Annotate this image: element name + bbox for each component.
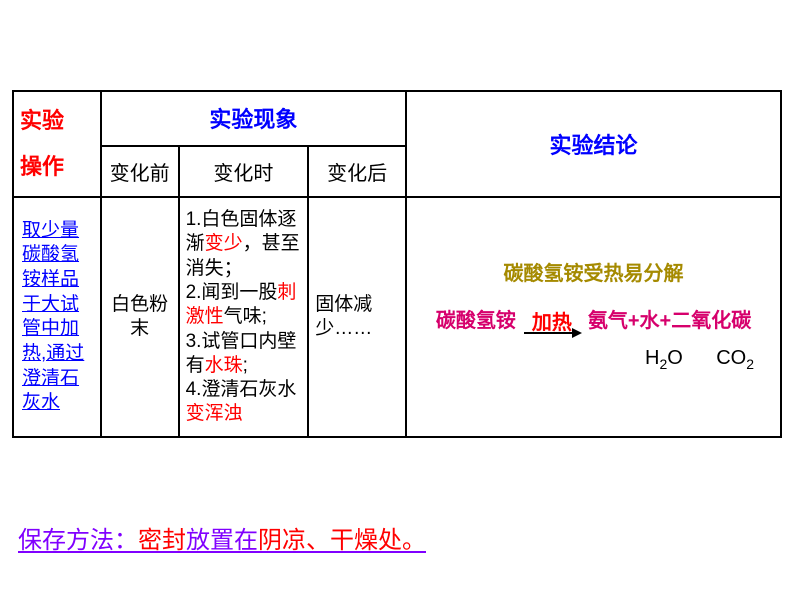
reaction-arrow: 加热 [524,309,580,334]
storage-note: 保存方法：密封放置在阴凉、干燥处。 [18,520,426,555]
hdr-after: 变化后 [308,146,406,197]
d3b: 水珠 [205,355,243,376]
cell-during: 1.白色固体逐渐变少，甚至消失； 2.闻到一股刺激性气味; 3.试管口内壁有水珠… [179,197,309,437]
storage-v3: 阴凉、干燥处。 [258,527,426,554]
d4a: 4.澄清石灰水 [186,379,297,400]
cell-conclusion: 碳酸氢铵受热易分解 碳酸氢铵 加热 氨气+水+二氧化碳 H2O CO2 [406,197,781,437]
equation-line: 碳酸氢铵 加热 氨气+水+二氧化碳 [413,307,774,336]
formula-line: H2O CO2 [413,344,774,374]
cell-operation: 取少量碳酸氢铵样品于大试管中加热,通过澄清石灰水 [13,197,101,437]
d4b: 变浑浊 [186,403,243,424]
d1b: 变少 [205,233,243,254]
operation-link[interactable]: 取少量碳酸氢铵样品于大试管中加热,通过澄清石灰水 [20,215,94,421]
hdr-before: 变化前 [101,146,179,197]
experiment-table-wrap: 实验 操作 实验现象 实验结论 变化前 变化时 变化后 取少量碳酸氢铵样品于大试… [12,90,782,438]
d2a: 2.闻到一股 [186,282,278,303]
f-co: CO [716,347,746,369]
hdr-during: 变化时 [179,146,309,197]
concl-line1: 碳酸氢铵受热易分解 [413,260,774,289]
header-row-1: 实验 操作 实验现象 实验结论 [13,91,781,146]
storage-label: 保存方法： [18,527,138,554]
hdr-operation: 实验 操作 [13,91,101,197]
experiment-table: 实验 操作 实验现象 实验结论 变化前 变化时 变化后 取少量碳酸氢铵样品于大试… [12,90,782,438]
hdr-op-l1: 实验 [20,108,64,133]
f-co-sub: 2 [746,356,754,372]
f-o: O [667,347,683,369]
d2c: 气味; [224,306,267,327]
cell-after: 固体减少…… [308,197,406,437]
d3c: ; [243,355,248,376]
arrow-line-icon [524,332,580,334]
eq-lhs: 碳酸氢铵 [436,307,516,336]
data-row: 取少量碳酸氢铵样品于大试管中加热,通过澄清石灰水 白色粉末 1.白色固体逐渐变少… [13,197,781,437]
hdr-op-l2: 操作 [20,154,64,179]
cell-before: 白色粉末 [101,197,179,437]
storage-v2: 放置在 [186,527,258,554]
hdr-phenomenon: 实验现象 [101,91,406,146]
hdr-conclusion: 实验结论 [406,91,781,197]
storage-v1: 密封 [138,527,186,554]
eq-rhs: 氨气+水+二氧化碳 [588,307,751,336]
f-h: H [645,347,659,369]
